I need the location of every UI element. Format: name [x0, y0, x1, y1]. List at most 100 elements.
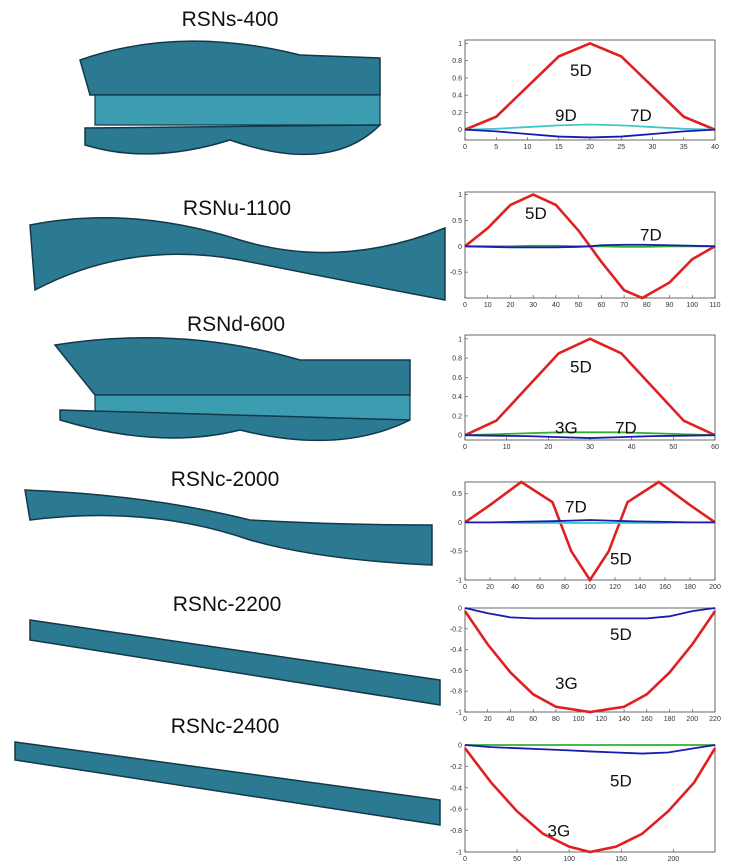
x-tick-label: 20 — [544, 444, 552, 451]
annotation: 5D — [570, 358, 592, 377]
x-tick-label: 0 — [463, 856, 467, 863]
y-tick-label: 0.8 — [452, 58, 462, 65]
x-tick-label: 150 — [615, 856, 627, 863]
x-tick-label: 35 — [680, 144, 688, 151]
x-tick-label: 25 — [617, 144, 625, 151]
y-tick-label: 1 — [458, 336, 462, 343]
annotation: 5D — [610, 625, 632, 644]
x-tick-label: 20 — [486, 584, 494, 591]
annotation: 5D — [570, 61, 592, 80]
y-tick-label: -0.4 — [450, 647, 462, 654]
y-tick-label: -1 — [456, 850, 462, 857]
plot-frame — [465, 745, 715, 852]
annotation: 7D — [615, 418, 637, 437]
x-tick-label: 30 — [649, 144, 657, 151]
x-tick-label: 15 — [555, 144, 563, 151]
x-tick-label: 120 — [609, 584, 621, 591]
member-shape — [25, 490, 432, 565]
x-tick-label: 60 — [711, 444, 719, 451]
member-shape — [55, 338, 410, 395]
x-tick-label: 40 — [711, 144, 719, 151]
x-tick-label: 0 — [463, 302, 467, 309]
member-label: RSNs-400 — [182, 8, 279, 31]
figure: RSNs-400 RSNu-1100 RSNd-600 RSNc-2000 RSNc-2… — [0, 0, 730, 867]
chart: 0102030405060708090100110-0.500.515D7D — [450, 192, 721, 309]
x-tick-label: 20 — [484, 716, 492, 723]
annotation: 5D — [610, 549, 632, 568]
y-tick-label: -0.2 — [450, 626, 462, 633]
member-renderings — [15, 41, 445, 825]
annotation: 3G — [555, 418, 578, 437]
x-tick-label: 40 — [628, 444, 636, 451]
x-tick-label: 70 — [620, 302, 628, 309]
x-tick-label: 30 — [529, 302, 537, 309]
member-label: RSNc-2200 — [173, 593, 282, 616]
x-tick-label: 40 — [552, 302, 560, 309]
y-tick-label: 0 — [458, 520, 462, 527]
y-tick-label: 1 — [458, 192, 462, 199]
x-tick-label: 80 — [643, 302, 651, 309]
member-shape — [15, 742, 440, 825]
x-tick-label: 0 — [463, 144, 467, 151]
member-shape — [85, 125, 380, 154]
y-tick-label: 0 — [458, 244, 462, 251]
member-label: RSNc-2400 — [171, 715, 280, 738]
x-tick-label: 160 — [641, 716, 653, 723]
x-tick-label: 110 — [709, 302, 720, 309]
y-tick-label: -0.5 — [450, 549, 462, 556]
plot-frame — [465, 335, 715, 440]
annotation: 7D — [565, 498, 587, 517]
y-tick-label: 0.5 — [452, 491, 462, 498]
y-tick-label: -0.8 — [450, 689, 462, 696]
x-tick-label: 10 — [524, 144, 532, 151]
y-tick-label: -0.6 — [450, 807, 462, 814]
x-tick-label: 160 — [659, 584, 671, 591]
y-tick-label: 0.2 — [452, 413, 462, 420]
x-tick-label: 100 — [573, 716, 585, 723]
x-tick-label: 40 — [507, 716, 515, 723]
x-tick-label: 200 — [709, 584, 721, 591]
x-tick-label: 200 — [667, 856, 679, 863]
x-tick-label: 80 — [552, 716, 560, 723]
member-shape — [30, 620, 440, 705]
annotation: 3G — [548, 822, 571, 841]
member-label: RSNd-600 — [187, 313, 285, 336]
x-tick-label: 0 — [463, 716, 467, 723]
x-tick-label: 60 — [597, 302, 605, 309]
y-tick-label: -1 — [456, 710, 462, 717]
annotation: 7D — [640, 225, 662, 244]
plot-frame — [465, 608, 715, 712]
x-tick-label: 30 — [586, 444, 594, 451]
member-label: RSNu-1100 — [183, 197, 291, 220]
x-tick-label: 60 — [529, 716, 537, 723]
x-tick-label: 20 — [586, 144, 594, 151]
annotation: 5D — [525, 204, 547, 223]
y-tick-label: 0.5 — [452, 218, 462, 225]
y-tick-label: 0 — [458, 127, 462, 134]
x-tick-label: 220 — [709, 716, 721, 723]
y-tick-label: -0.4 — [450, 785, 462, 792]
x-tick-label: 5 — [494, 144, 498, 151]
y-tick-label: 0 — [458, 606, 462, 613]
x-tick-label: 50 — [513, 856, 521, 863]
x-tick-label: 100 — [686, 302, 698, 309]
y-tick-label: 0 — [458, 433, 462, 440]
x-tick-label: 120 — [596, 716, 608, 723]
x-tick-label: 40 — [511, 584, 519, 591]
x-tick-label: 10 — [484, 302, 492, 309]
annotation: 5D — [610, 771, 632, 790]
member-shape — [95, 95, 380, 125]
x-tick-label: 80 — [561, 584, 569, 591]
y-tick-label: -0.8 — [450, 828, 462, 835]
x-tick-label: 20 — [507, 302, 515, 309]
x-tick-label: 0 — [463, 584, 467, 591]
y-tick-label: -0.6 — [450, 668, 462, 675]
y-tick-label: -0.5 — [450, 270, 462, 277]
y-tick-label: -1 — [456, 578, 462, 585]
member-label: RSNc-2000 — [171, 468, 280, 491]
x-tick-label: 90 — [666, 302, 674, 309]
